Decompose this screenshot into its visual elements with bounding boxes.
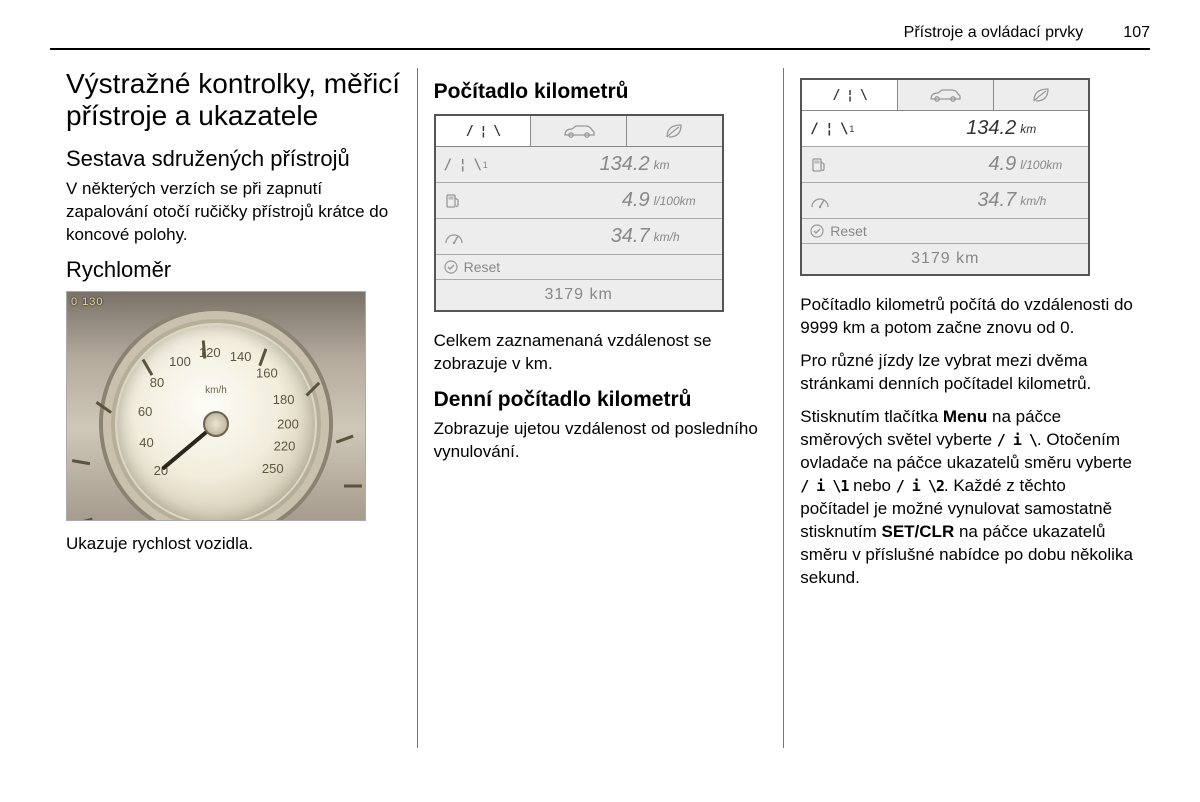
lcd-row: 4.9 l/100km [802, 147, 1088, 183]
lcd-row-unit: km/h [1020, 194, 1080, 208]
lcd-row-icon [810, 156, 866, 174]
lcd-tab-lane: / ¦ \ [436, 116, 532, 146]
odometer-paragraph: Celkem zaznamenaná vzdálenost se zobrazu… [434, 330, 768, 376]
speedo-corner-nums: 0 130 [71, 296, 104, 308]
trip-computer-display-1: / ¦ \ / ¦ \1 134.2 km 4.9 l/100km 34.7 k… [434, 114, 724, 312]
gauge-hub [203, 411, 229, 437]
lcd-row: 34.7 km/h [436, 219, 722, 255]
lcd-reset-row: Reset [436, 255, 722, 280]
lcd-row-unit: km [654, 158, 714, 172]
subheading-odometer: Počítadlo kilometrů [434, 80, 768, 104]
lcd-row-value: 4.9 [500, 189, 654, 212]
lcd-tab-leaf [994, 80, 1089, 110]
speedometer-gauge: km/h 20406080100120140160180200220250 [111, 319, 321, 521]
lane-icon: / i \ [997, 431, 1037, 449]
lcd-row: / ¦ \1 134.2 km [436, 147, 722, 183]
subheading-cluster: Sestava sdružených přístrojů [66, 146, 401, 172]
lcd-row-unit: km/h [654, 230, 714, 244]
tripmeter-paragraph: Zobrazuje ujetou vzdálenost od posledníh… [434, 418, 768, 464]
lcd-row-value: 34.7 [500, 225, 654, 248]
main-heading: Výstražné kontrolky, měřicí přístroje a … [66, 68, 401, 132]
lcd-row-icon [444, 192, 500, 210]
lane-icon-1: / i \1 [800, 477, 848, 495]
lcd-row-icon: / ¦ \1 [444, 157, 500, 173]
text-fragment: Stisknutím tlačítka [800, 407, 943, 426]
lcd-tab-lane: / ¦ \ [802, 80, 898, 110]
header-title: Přístroje a ovládací prvky [904, 24, 1084, 42]
setclr-label: SET/CLR [882, 522, 955, 541]
column-1: Výstražné kontrolky, měřicí přístroje a … [50, 68, 417, 748]
lcd-total: 3179 km [802, 244, 1088, 274]
lcd-row-value: 4.9 [866, 153, 1020, 176]
lcd-row-value: 34.7 [866, 189, 1020, 212]
trip-computer-display-2: / ¦ \ / ¦ \1 134.2 km 4.9 l/100km 34.7 k… [800, 78, 1090, 276]
menu-label: Menu [943, 407, 987, 426]
lcd-row-icon [444, 229, 500, 245]
header-pageno: 107 [1123, 24, 1150, 42]
cluster-paragraph: V některých verzích se při zapnutí zapal… [66, 178, 401, 247]
col3-p2: Pro různé jízdy lze vybrat mezi dvěma st… [800, 350, 1134, 396]
lcd-tab-car [531, 116, 627, 146]
lcd-row-value: 134.2 [866, 117, 1020, 140]
lcd-total: 3179 km [436, 280, 722, 310]
gauge-unit-label: km/h [205, 385, 227, 396]
text-fragment: nebo [848, 476, 895, 495]
lane-icon-2: / i \2 [896, 477, 944, 495]
lcd-row: / ¦ \1 134.2 km [802, 111, 1088, 147]
lcd-row: 4.9 l/100km [436, 183, 722, 219]
lcd-row-value: 134.2 [500, 153, 654, 176]
lcd-row: 34.7 km/h [802, 183, 1088, 219]
column-3: / ¦ \ / ¦ \1 134.2 km 4.9 l/100km 34.7 k… [783, 68, 1150, 748]
speedometer-image: 0 130 km/h 20406080100120140160180200220… [66, 291, 366, 521]
lcd-row-unit: l/100km [1020, 158, 1080, 172]
speedo-caption: Ukazuje rychlost vozidla. [66, 533, 401, 556]
col3-p1: Počítadlo kilometrů počítá do vzdálenost… [800, 294, 1134, 340]
col3-p3: Stisknutím tlačítka Menu na páčce směrov… [800, 406, 1134, 590]
subheading-speedo: Rychloměr [66, 257, 401, 283]
lcd-row-unit: l/100km [654, 194, 714, 208]
lcd-row-unit: km [1020, 122, 1080, 136]
lcd-reset-row: Reset [802, 219, 1088, 244]
subheading-tripmeter: Denní počítadlo kilometrů [434, 388, 768, 412]
page-header: Přístroje a ovládací prvky 107 [50, 24, 1150, 50]
column-2: Počítadlo kilometrů / ¦ \ / ¦ \1 134.2 k… [417, 68, 784, 748]
lcd-row-icon: / ¦ \1 [810, 121, 866, 137]
lcd-tab-leaf [627, 116, 722, 146]
lcd-tab-car [898, 80, 994, 110]
lcd-row-icon [810, 193, 866, 209]
